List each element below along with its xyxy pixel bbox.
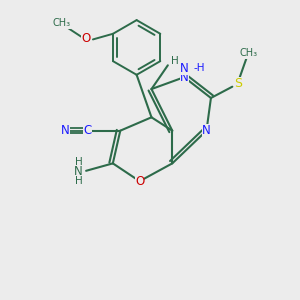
- Text: O: O: [135, 175, 144, 188]
- Text: H: H: [75, 176, 83, 186]
- Text: H: H: [171, 56, 179, 66]
- Text: S: S: [234, 76, 242, 90]
- Text: C: C: [83, 124, 92, 137]
- Text: N: N: [61, 124, 70, 137]
- Text: CH₃: CH₃: [53, 18, 71, 28]
- Text: O: O: [82, 32, 91, 45]
- Text: CH₃: CH₃: [239, 48, 257, 59]
- Text: N: N: [180, 62, 189, 75]
- Text: N: N: [74, 165, 83, 178]
- Text: N: N: [180, 71, 189, 84]
- Text: H: H: [75, 158, 83, 167]
- Text: -H: -H: [194, 63, 206, 73]
- Text: N: N: [202, 124, 211, 137]
